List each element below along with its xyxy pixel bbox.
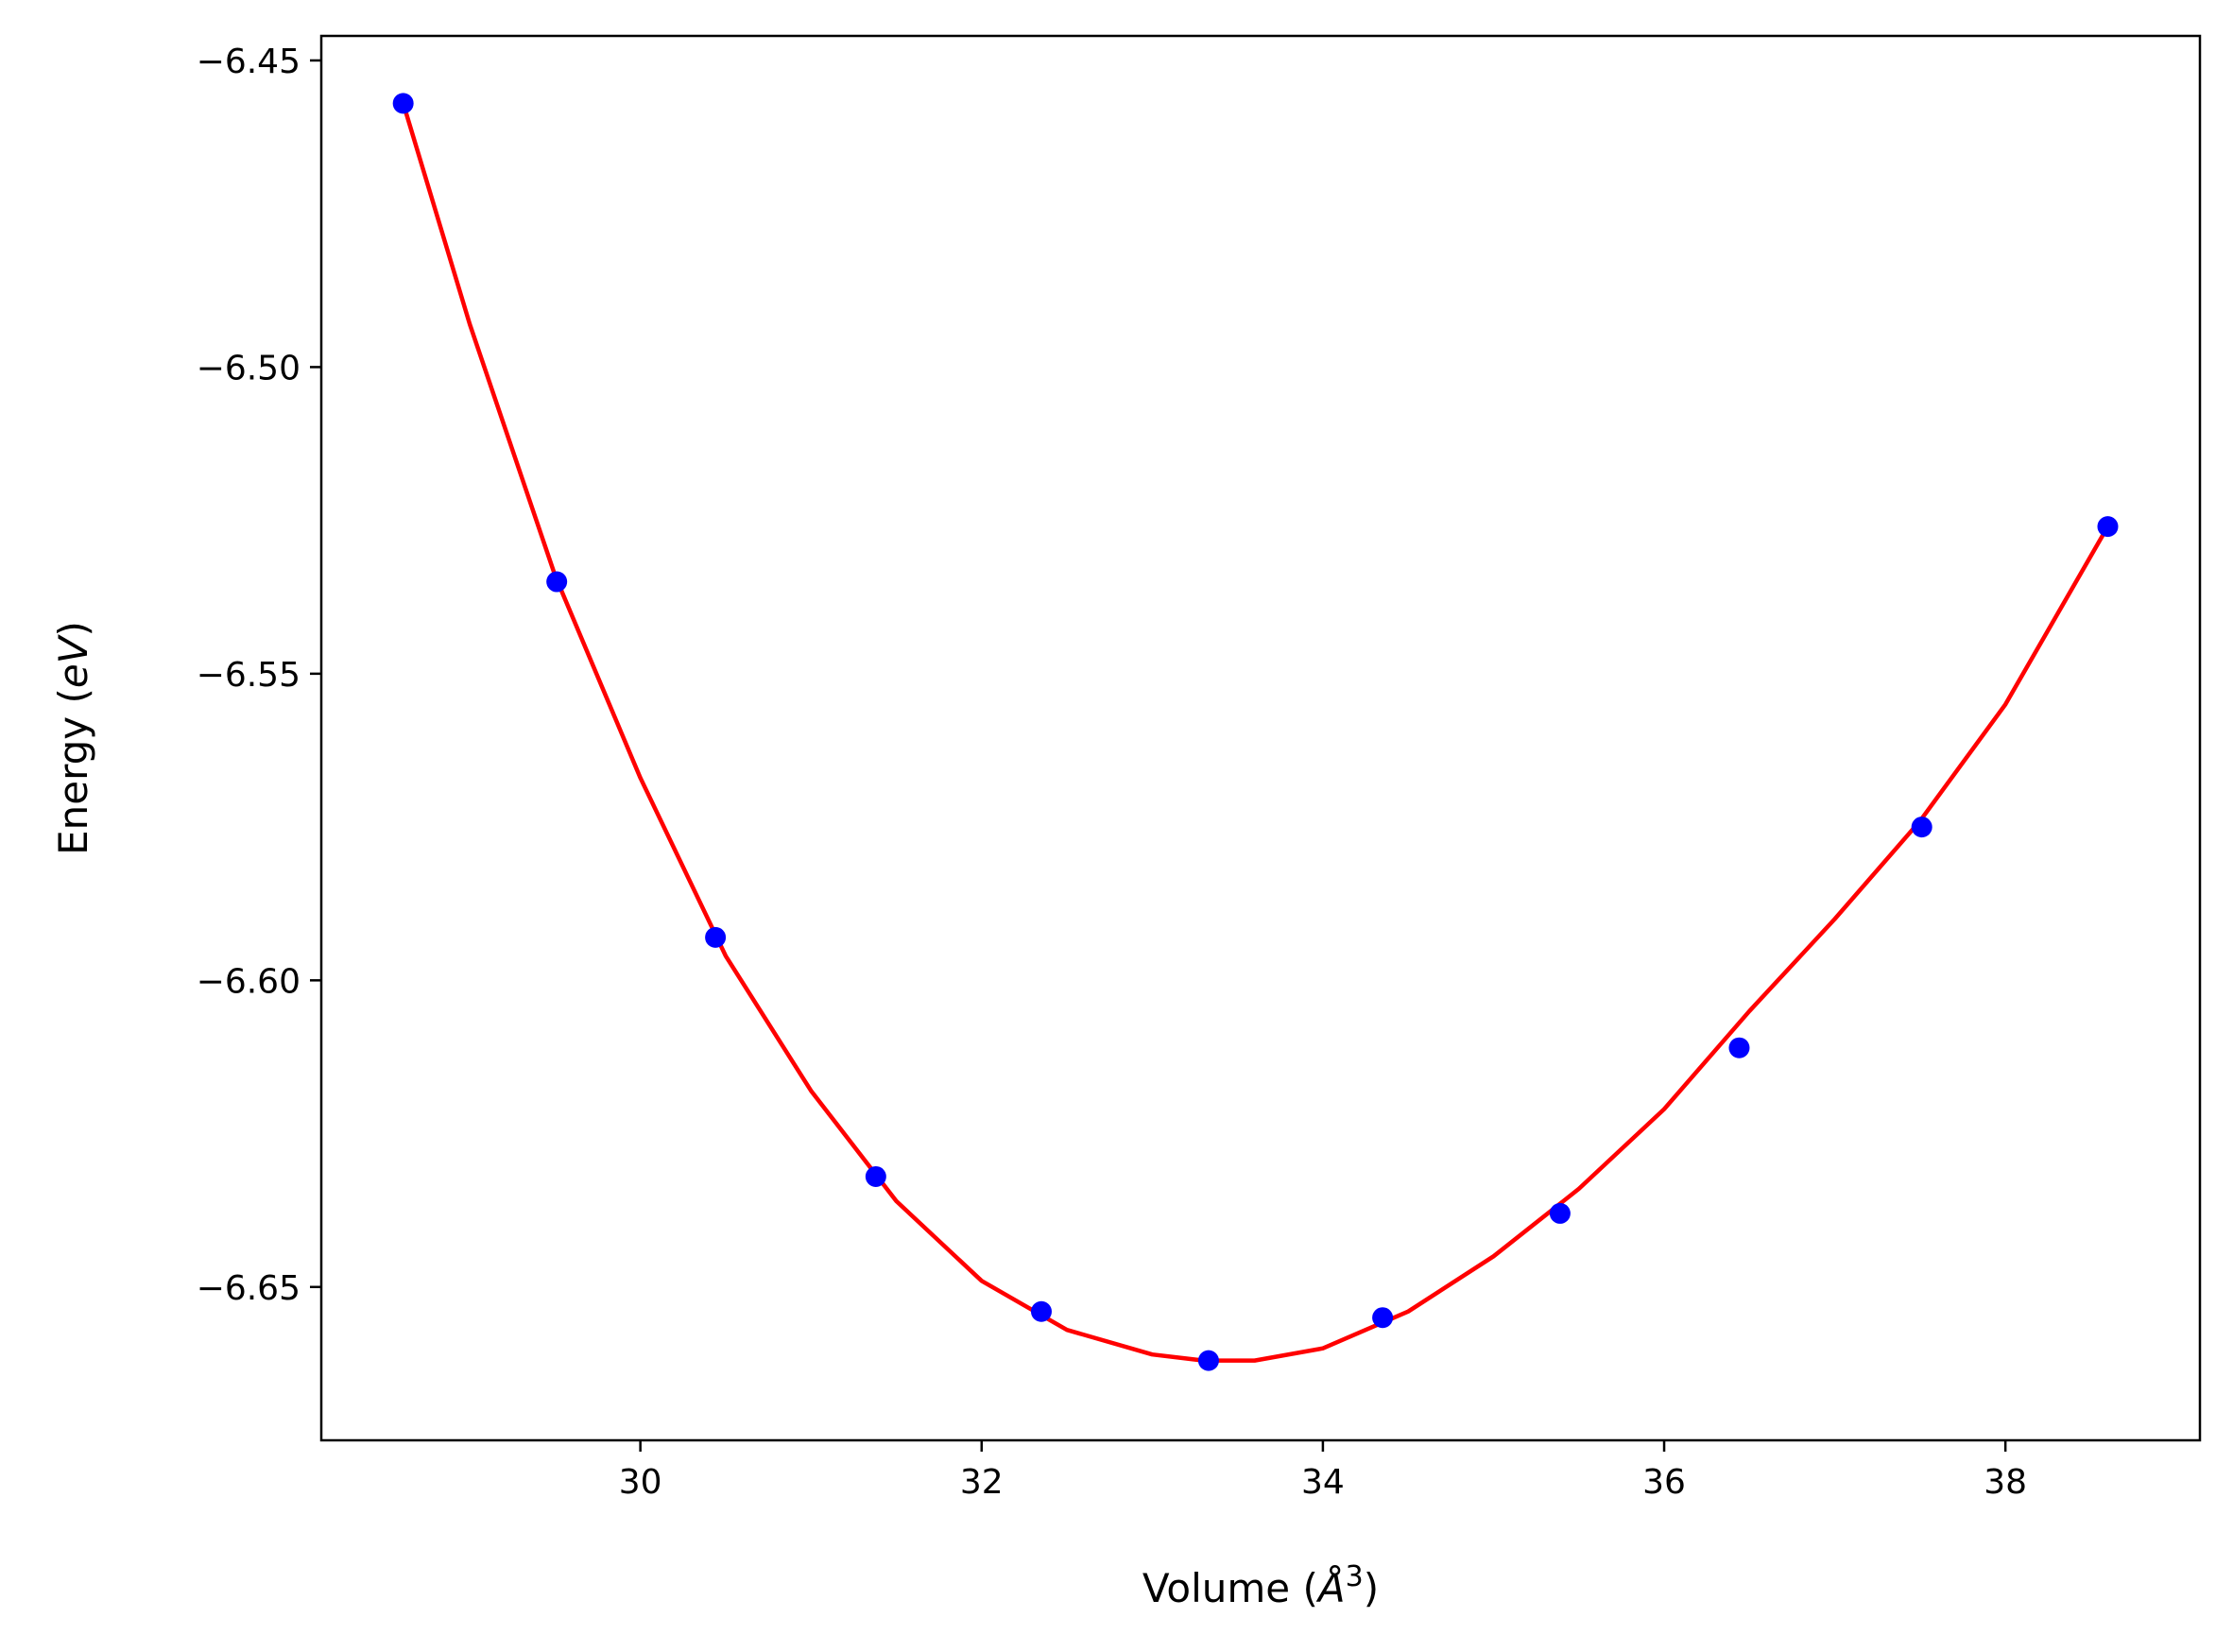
data-point (1372, 1307, 1394, 1329)
x-axis-label: Volume (Å3) (1142, 1560, 1379, 1612)
data-point (705, 926, 727, 948)
y-tick-label: −6.65 (197, 1269, 301, 1308)
y-axis-label: Energy (eV) (50, 621, 96, 855)
fit-curve-line (401, 101, 2110, 1363)
y-axis-label-symbol: eV (50, 633, 96, 688)
x-axis-label-symbol: Å (1315, 1564, 1346, 1611)
x-tick-label: 30 (619, 1463, 662, 1502)
x-axis-label-prefix: Volume ( (1142, 1565, 1318, 1611)
data-point (2097, 516, 2119, 538)
x-axis-label-superscript: 3 (1346, 1560, 1364, 1593)
data-point (1549, 1202, 1571, 1224)
y-tick-label: −6.55 (197, 656, 301, 695)
x-tick-label: 38 (1984, 1463, 2027, 1502)
x-tick-label: 34 (1301, 1463, 1345, 1502)
y-axis-label-prefix: Energy ( (50, 688, 96, 855)
x-axis-ticks: 30 32 34 36 38 (619, 1440, 2027, 1502)
axes-frame (319, 34, 2202, 1442)
x-axis-label-suffix: ) (1364, 1565, 1379, 1611)
data-point (392, 93, 414, 114)
y-axis-ticks: −6.45 −6.50 −6.55 −6.60 −6.65 (197, 43, 321, 1308)
y-tick-label: −6.60 (197, 962, 301, 1001)
y-tick-label: −6.45 (197, 43, 301, 81)
y-axis-label-suffix: ) (50, 621, 96, 636)
data-point (546, 571, 568, 593)
x-tick-label: 32 (960, 1463, 1004, 1502)
y-tick-label: −6.50 (197, 349, 301, 387)
data-point (1911, 817, 1932, 838)
x-tick-label: 36 (1642, 1463, 1686, 1502)
data-point (1030, 1300, 1052, 1322)
data-point (1728, 1037, 1750, 1058)
plot-area (392, 93, 2119, 1371)
data-point (865, 1165, 886, 1187)
data-point (1197, 1350, 1219, 1371)
